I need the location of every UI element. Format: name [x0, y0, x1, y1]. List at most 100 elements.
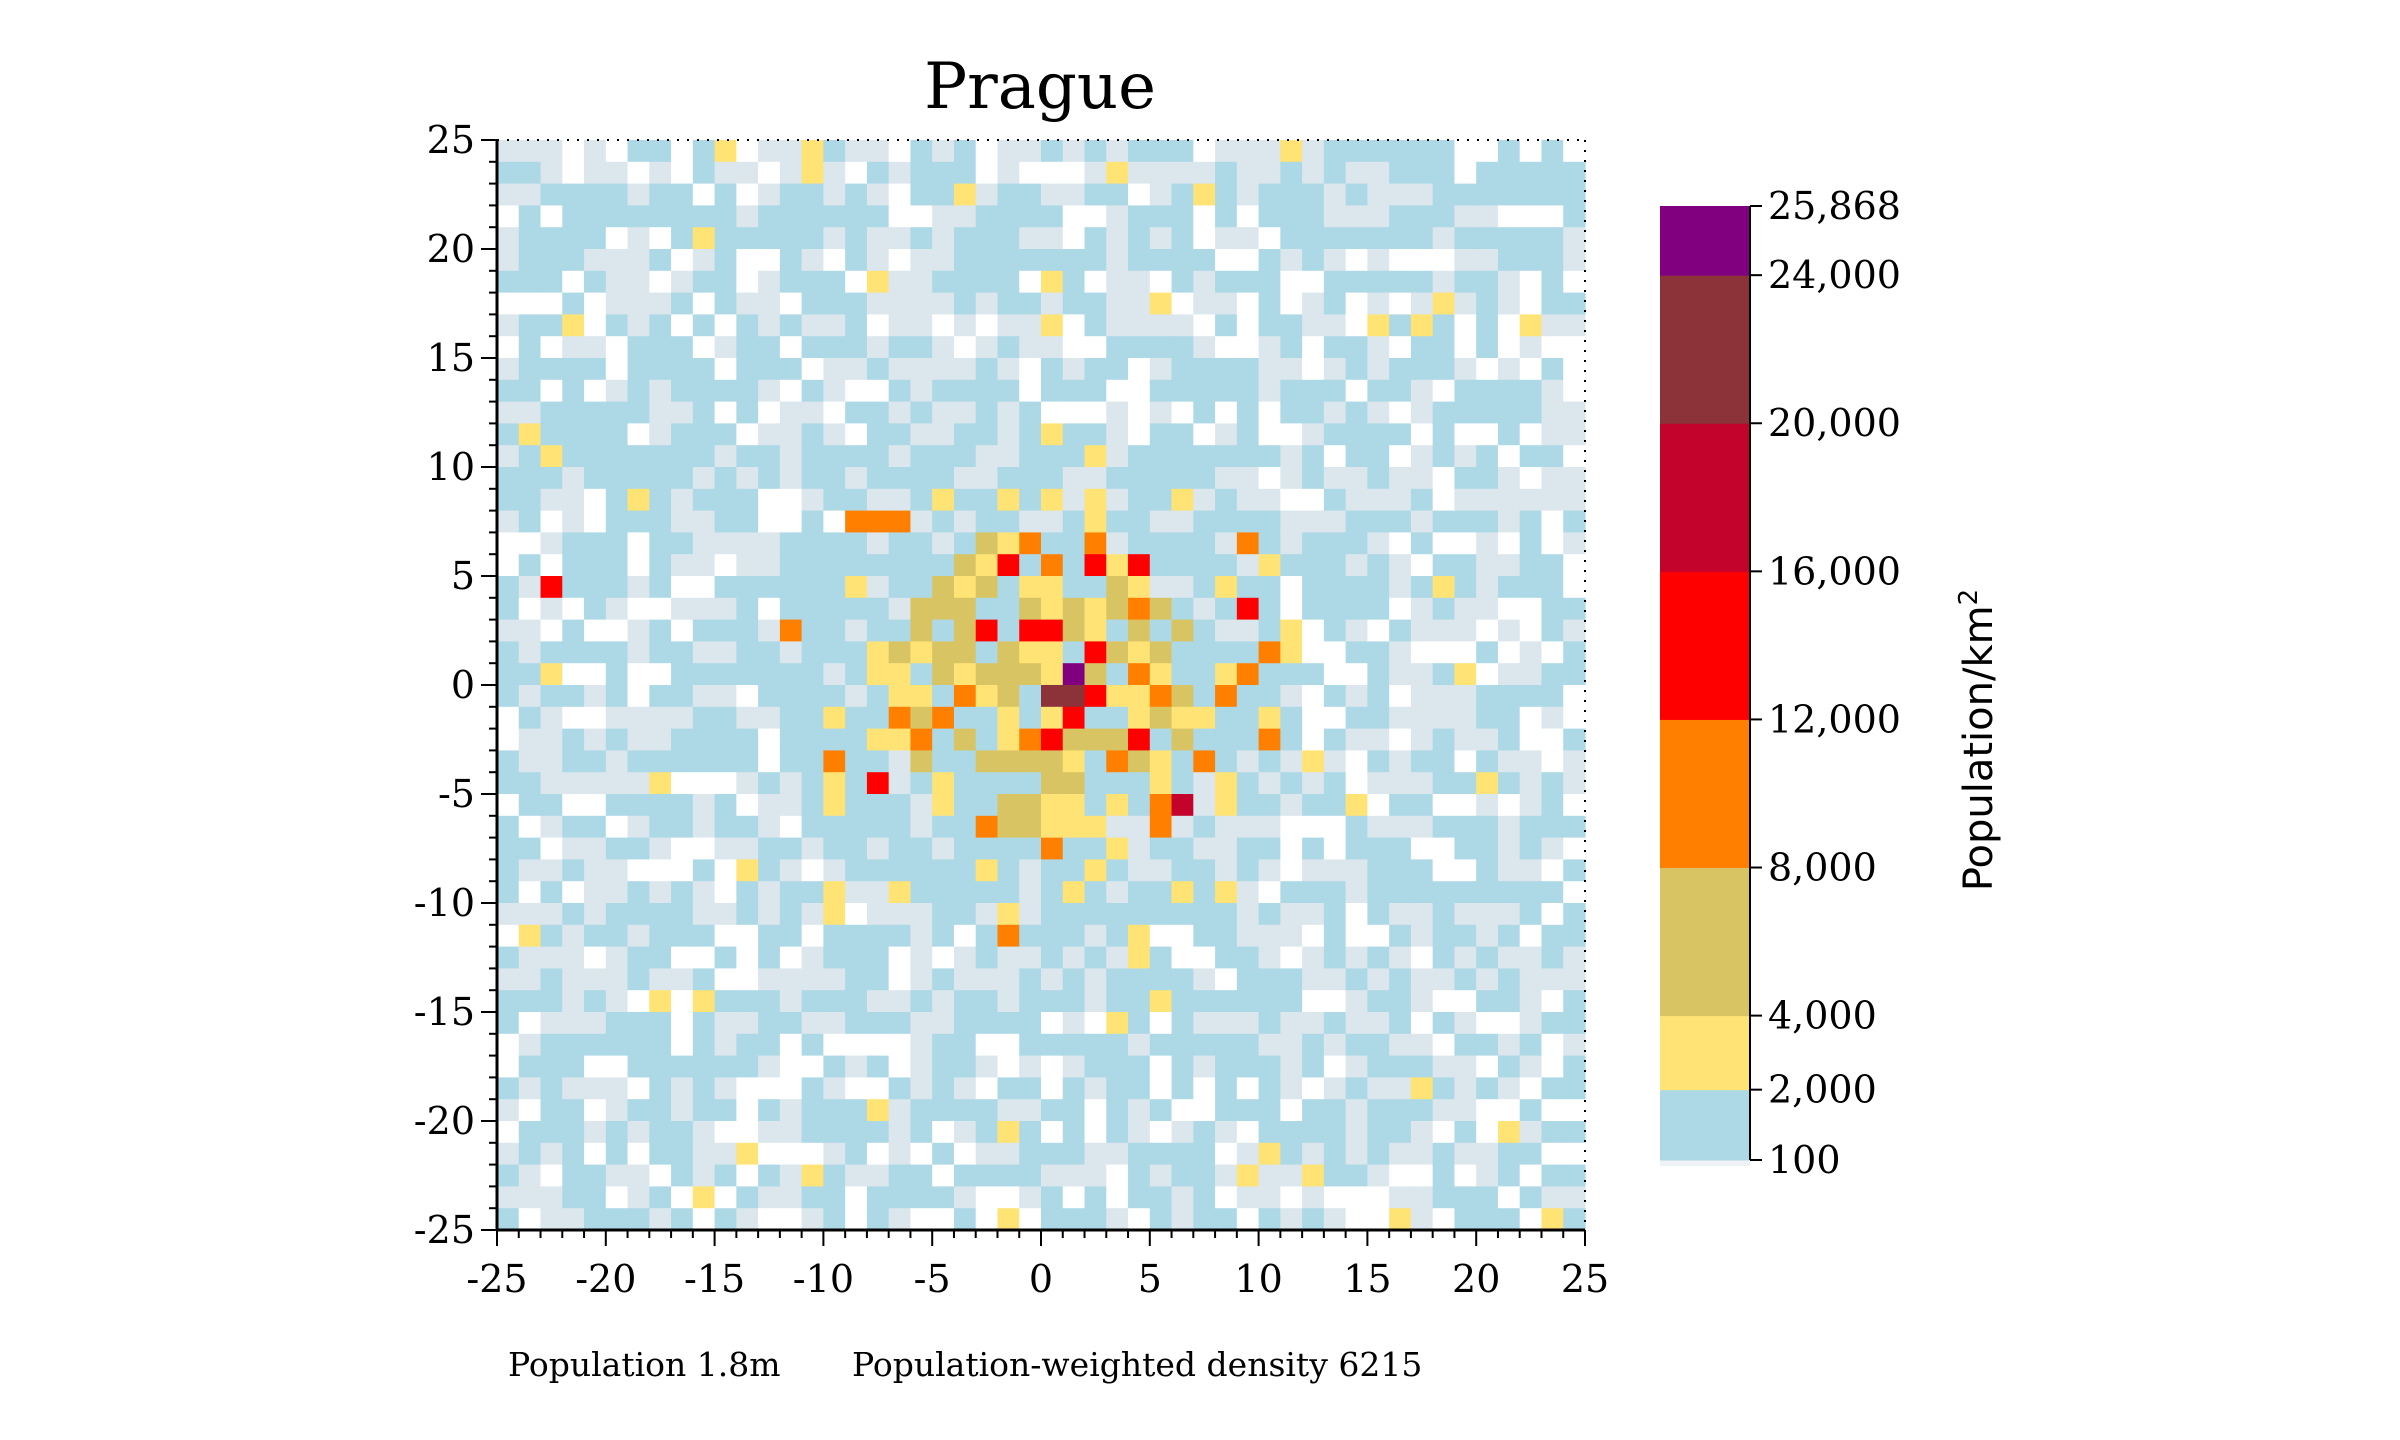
heatmap-cell [1236, 1077, 1260, 1100]
heatmap-cell [866, 488, 890, 512]
heatmap-cell [1302, 358, 1325, 381]
heatmap-cell [1106, 1033, 1129, 1057]
heatmap-cell [932, 968, 955, 991]
heatmap-cell [627, 445, 650, 468]
heatmap-cell [1019, 706, 1042, 730]
heatmap-cell [605, 706, 629, 730]
heatmap-cell [1541, 423, 1564, 446]
heatmap-cell [1476, 837, 1499, 860]
heatmap-cell [1410, 1164, 1434, 1187]
heatmap-cell [1410, 1121, 1434, 1144]
heatmap-cell [1084, 467, 1107, 490]
heatmap-cell [1476, 292, 1499, 315]
heatmap-cell [953, 772, 977, 795]
heatmap-cell [1323, 1033, 1347, 1057]
heatmap-cell [1497, 706, 1521, 730]
heatmap-cell [1497, 837, 1521, 860]
heatmap-cell [779, 1055, 803, 1078]
heatmap-cell [845, 467, 868, 490]
heatmap-cell [953, 924, 977, 948]
heatmap-cell [758, 772, 781, 795]
heatmap-cell [823, 554, 846, 577]
heatmap-cell [1084, 1055, 1107, 1078]
heatmap-cell [562, 1055, 585, 1078]
heatmap-cell [932, 1121, 955, 1144]
heatmap-cell [1041, 401, 1064, 424]
heatmap-cell [888, 1099, 912, 1122]
heatmap-cell [1041, 1077, 1064, 1100]
heatmap-cell [497, 641, 520, 664]
heatmap-cell [1149, 728, 1173, 751]
heatmap-cell [1084, 597, 1107, 621]
heatmap-cell [605, 554, 629, 577]
heatmap-cell [1106, 924, 1129, 948]
heatmap-cell [714, 750, 737, 773]
heatmap-cell [1128, 227, 1151, 250]
heatmap-cell [736, 1121, 759, 1144]
heatmap-cell [932, 314, 955, 337]
heatmap-cell [1454, 946, 1477, 969]
heatmap-cell [910, 314, 933, 337]
heatmap-cell [1541, 946, 1564, 969]
heatmap-cell [518, 1208, 542, 1231]
heatmap-cell [1497, 445, 1521, 468]
heatmap-cell [1062, 510, 1086, 533]
heatmap-cell [605, 1121, 629, 1144]
heatmap-cell [497, 401, 520, 424]
heatmap-cell [584, 576, 607, 599]
heatmap-cell [584, 292, 607, 315]
heatmap-cell [1302, 270, 1325, 294]
heatmap-cell [1236, 554, 1260, 577]
heatmap-cell [714, 1121, 737, 1144]
heatmap-cell [1563, 924, 1586, 948]
heatmap-cell [1258, 1186, 1281, 1209]
heatmap-cell [1541, 467, 1564, 490]
heatmap-cell [1476, 401, 1499, 424]
heatmap-cell [1389, 1208, 1412, 1231]
heatmap-cell [714, 968, 737, 991]
heatmap-cell [605, 685, 629, 708]
heatmap-cell [845, 946, 868, 969]
heatmap-cell [649, 358, 672, 381]
heatmap-cell [1084, 794, 1107, 817]
heatmap-cell [1258, 467, 1281, 490]
heatmap-cell [518, 772, 542, 795]
heatmap-cell [1410, 728, 1434, 751]
heatmap-cell [1041, 990, 1064, 1013]
heatmap-cell [823, 772, 846, 795]
heatmap-cell [627, 1099, 650, 1122]
heatmap-cell [714, 1033, 737, 1057]
heatmap-cell [1367, 1186, 1390, 1209]
heatmap-cell [1258, 859, 1281, 882]
heatmap-cell [997, 881, 1020, 904]
heatmap-cell [1476, 641, 1499, 664]
heatmap-cell [736, 510, 759, 533]
heatmap-cell [540, 510, 563, 533]
heatmap-cell [1345, 445, 1368, 468]
heatmap-cell [997, 706, 1020, 730]
heatmap-cell [779, 903, 803, 926]
heatmap-cell [1106, 663, 1129, 686]
heatmap-cell [714, 990, 737, 1013]
heatmap-cell [518, 227, 542, 250]
heatmap-cell [779, 750, 803, 773]
heatmap-cell [627, 292, 650, 315]
heatmap-cell [1128, 1099, 1151, 1122]
heatmap-cell [1171, 641, 1194, 664]
heatmap-cell [605, 205, 629, 228]
heatmap-cell [1323, 358, 1347, 381]
heatmap-cell [845, 641, 868, 664]
heatmap-cell [1041, 249, 1064, 272]
heatmap-cell [1171, 1186, 1194, 1209]
heatmap-cell [1019, 1164, 1042, 1187]
heatmap-cell [518, 445, 542, 468]
heatmap-cell [1302, 859, 1325, 882]
heatmap-cell [1215, 1033, 1238, 1057]
heatmap-cell [605, 619, 629, 642]
heatmap-cell [1389, 183, 1412, 206]
heatmap-cell [649, 772, 672, 795]
heatmap-cell [518, 1164, 542, 1187]
heatmap-cell [1215, 270, 1238, 294]
heatmap-cell [1432, 1121, 1456, 1144]
heatmap-cell [649, 728, 672, 751]
